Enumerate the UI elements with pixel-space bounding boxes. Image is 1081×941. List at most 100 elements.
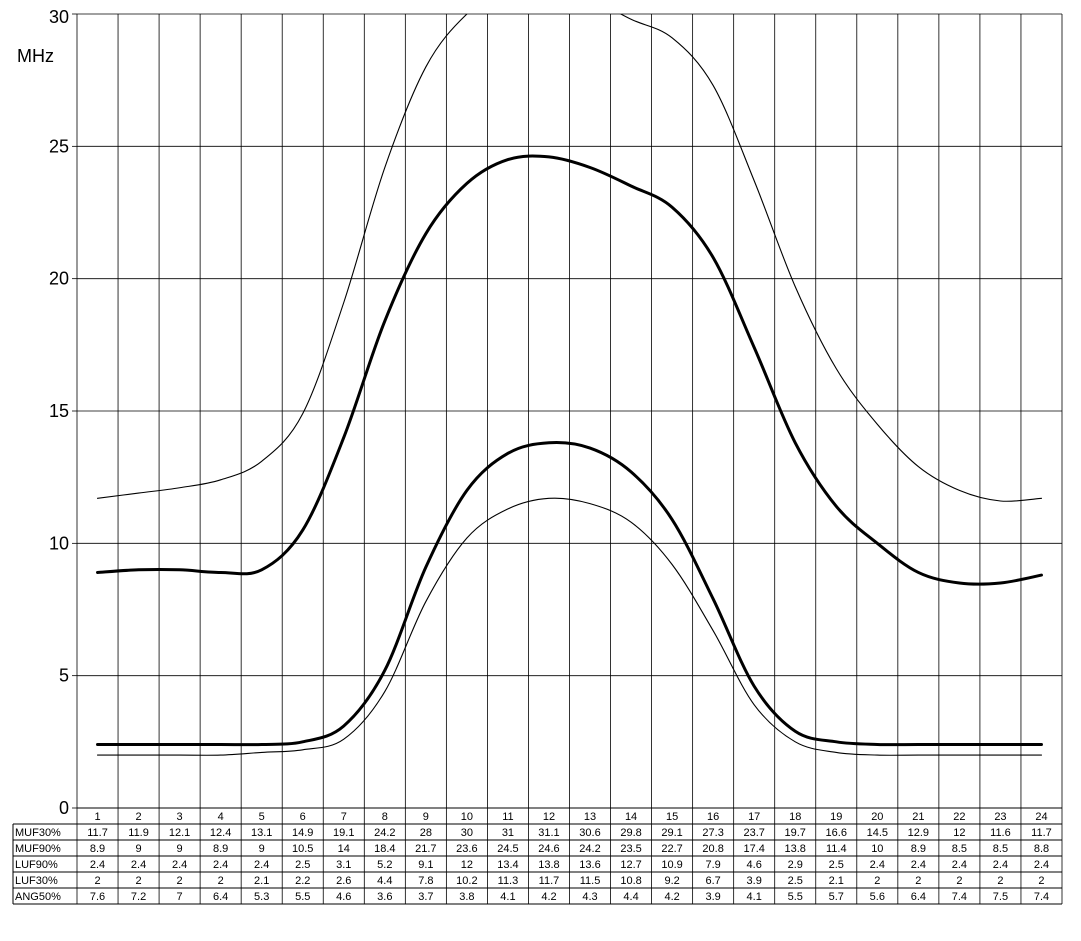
table-cell: 2 — [94, 875, 100, 887]
table-cell: 13.4 — [497, 859, 518, 871]
table-cell: 12 — [461, 859, 473, 871]
table-row-label: LUF30% — [15, 875, 58, 887]
x-tick-label: 16 — [707, 811, 719, 823]
x-tick-label: 2 — [136, 811, 142, 823]
table-cell: 4.6 — [336, 891, 351, 903]
x-tick-label: 21 — [912, 811, 924, 823]
table-cell: 2 — [874, 875, 880, 887]
table-cell: 2 — [177, 875, 183, 887]
x-tick-label: 23 — [994, 811, 1006, 823]
table-cell: 24.5 — [497, 843, 518, 855]
table-row-label: MUF30% — [15, 827, 61, 839]
table-cell: 2 — [997, 875, 1003, 887]
table-cell: 6.7 — [705, 875, 720, 887]
table-cell: 2.2 — [295, 875, 310, 887]
table-cell: 9 — [259, 843, 265, 855]
table-cell: 2.1 — [254, 875, 269, 887]
table-cell: 8.5 — [993, 843, 1008, 855]
table-cell: 7.4 — [1034, 891, 1049, 903]
table-cell: 12.1 — [169, 827, 190, 839]
x-tick-label: 4 — [218, 811, 224, 823]
table-cell: 6.4 — [213, 891, 228, 903]
x-tick-label: 6 — [300, 811, 306, 823]
table-cell: 5.6 — [870, 891, 885, 903]
table-cell: 2 — [956, 875, 962, 887]
table-cell: 4.3 — [582, 891, 597, 903]
table-cell: 4.6 — [747, 859, 762, 871]
table-cell: 12.7 — [620, 859, 641, 871]
table-cell: 23.5 — [620, 843, 641, 855]
table-cell: 11.7 — [1031, 827, 1052, 839]
table-cell: 2.5 — [295, 859, 310, 871]
table-cell: 2.9 — [788, 859, 803, 871]
table-cell: 7.6 — [90, 891, 105, 903]
x-tick-label: 10 — [461, 811, 473, 823]
table-cell: 2.4 — [911, 859, 926, 871]
table-cell: 31 — [502, 827, 514, 839]
table-cell: 9 — [136, 843, 142, 855]
table-cell: 7.4 — [952, 891, 967, 903]
table-cell: 13.8 — [538, 859, 559, 871]
table-cell: 11.4 — [826, 843, 847, 855]
table-cell: 4.1 — [747, 891, 762, 903]
table-cell: 9.2 — [664, 875, 679, 887]
table-cell: 13.8 — [785, 843, 806, 855]
series-line-muf30 — [96, 14, 1043, 502]
y-tick-label: 0 — [59, 798, 69, 818]
table-cell: 2.4 — [870, 859, 885, 871]
y-tick-label: 25 — [49, 136, 69, 156]
x-tick-label: 1 — [94, 811, 100, 823]
table-cell: 2 — [136, 875, 142, 887]
table-cell: 2.4 — [213, 859, 228, 871]
table-cell: 3.9 — [747, 875, 762, 887]
table-cell: 5.7 — [829, 891, 844, 903]
table-cell: 11.6 — [990, 827, 1011, 839]
table-cell: 4.1 — [500, 891, 515, 903]
table-cell: 19.1 — [333, 827, 354, 839]
table-cell: 2.5 — [788, 875, 803, 887]
table-cell: 4.2 — [541, 891, 556, 903]
table-cell: 2.1 — [829, 875, 844, 887]
x-tick-label: 24 — [1035, 811, 1047, 823]
y-tick-label: 20 — [49, 269, 69, 289]
table-cell: 10 — [871, 843, 883, 855]
x-tick-label: 20 — [871, 811, 883, 823]
axis-labels: MHz 0 5 10 15 20 25 30 — [17, 7, 69, 818]
table-cell: 2 — [218, 875, 224, 887]
series-line-luf90 — [96, 441, 1043, 747]
table-cell: 4.4 — [377, 875, 392, 887]
table-cell: 6.4 — [911, 891, 926, 903]
table-cell: 28 — [420, 827, 432, 839]
x-tick-label: 3 — [177, 811, 183, 823]
table-cell: 13.6 — [579, 859, 600, 871]
table-cell: 24.2 — [579, 843, 600, 855]
table-cell: 11.7 — [87, 827, 108, 839]
table-cell: 8.9 — [213, 843, 228, 855]
table-cell: 14.9 — [292, 827, 313, 839]
table-cell: 7.2 — [131, 891, 146, 903]
table-row-label: MUF90% — [15, 843, 61, 855]
x-tick-label: 5 — [259, 811, 265, 823]
table-cell: 23.6 — [456, 843, 477, 855]
x-tick-label: 17 — [748, 811, 760, 823]
table-cell: 5.5 — [295, 891, 310, 903]
table-cell: 29.8 — [620, 827, 641, 839]
x-tick-label: 22 — [953, 811, 965, 823]
table-cell: 9 — [177, 843, 183, 855]
grid-layer — [72, 13, 1063, 904]
table-row-label: LUF90% — [15, 859, 58, 871]
table-cell: 27.3 — [702, 827, 723, 839]
y-axis-label: MHz — [17, 46, 54, 66]
table-cell: 19.7 — [785, 827, 806, 839]
data-table: 1 2 3 4 5 6 7 8 9 10 11 12 13 14 15 16 17 18 19 20 21 22 23 24M… — [12, 807, 1062, 905]
table-cell: 3.6 — [377, 891, 392, 903]
x-tick-label: 12 — [543, 811, 555, 823]
x-tick-label: 8 — [382, 811, 388, 823]
table-cell: 11.3 — [498, 875, 519, 887]
y-tick-label: 30 — [49, 7, 69, 27]
table-cell: 22.7 — [661, 843, 682, 855]
table-cell: 4.4 — [623, 891, 638, 903]
x-tick-label: 14 — [625, 811, 637, 823]
table-cell: 5.3 — [254, 891, 269, 903]
